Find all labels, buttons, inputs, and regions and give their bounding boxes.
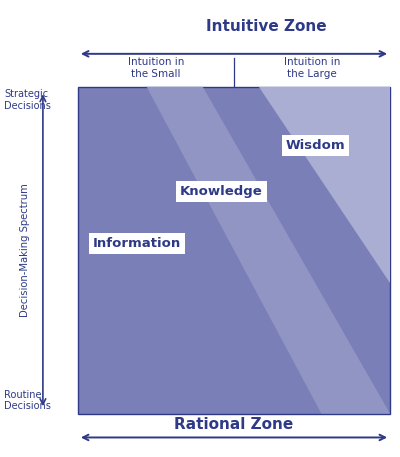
Polygon shape [147,87,390,414]
Text: Knowledge: Knowledge [180,185,263,198]
Polygon shape [259,87,390,283]
Text: Rational Zone: Rational Zone [174,417,294,432]
Bar [78,87,390,414]
Text: Intuitive Zone: Intuitive Zone [206,19,326,33]
Text: Intuition in
the Large: Intuition in the Large [284,57,340,79]
Text: Strategic
Decisions: Strategic Decisions [4,89,51,111]
Text: Routine
Decisions: Routine Decisions [4,390,51,411]
Text: Intuition in
the Small: Intuition in the Small [128,57,184,79]
Text: Wisdom: Wisdom [285,139,345,152]
Text: Decision-Making Spectrum: Decision-Making Spectrum [20,183,30,317]
Text: Information: Information [93,237,182,250]
